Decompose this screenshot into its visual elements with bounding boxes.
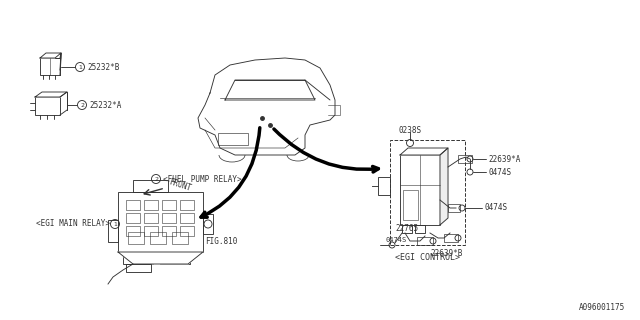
Text: FIG.810: FIG.810	[205, 237, 237, 246]
Text: 1: 1	[113, 221, 117, 227]
Bar	[415, 225, 425, 233]
Text: 2: 2	[154, 177, 158, 181]
Bar	[172, 232, 188, 244]
Text: 22765: 22765	[395, 224, 418, 233]
Text: <EGI MAIN RELAY>: <EGI MAIN RELAY>	[36, 220, 110, 228]
Bar	[118, 192, 203, 252]
Text: 1: 1	[78, 65, 82, 69]
FancyArrowPatch shape	[274, 129, 378, 172]
Bar	[162, 200, 176, 210]
FancyArrowPatch shape	[201, 128, 260, 217]
Text: 25232*B: 25232*B	[87, 62, 120, 71]
Polygon shape	[118, 252, 203, 264]
Bar	[144, 226, 158, 236]
Polygon shape	[60, 53, 61, 75]
Bar	[180, 226, 194, 236]
Text: FRONT: FRONT	[168, 177, 193, 193]
Bar	[162, 213, 176, 223]
Text: <EGI CONTROL>: <EGI CONTROL>	[394, 252, 460, 261]
Bar	[417, 237, 433, 245]
Bar	[150, 232, 166, 244]
Bar	[444, 234, 458, 242]
Text: 0474S: 0474S	[484, 204, 507, 212]
Bar	[35, 97, 60, 115]
Polygon shape	[400, 148, 448, 155]
Text: 0474S: 0474S	[488, 167, 511, 177]
Text: 0238S: 0238S	[398, 125, 421, 134]
Polygon shape	[440, 148, 448, 225]
Bar	[162, 226, 176, 236]
Text: 2: 2	[80, 102, 84, 108]
Text: <FUEL PUMP RELAY>: <FUEL PUMP RELAY>	[163, 174, 242, 183]
Text: 22639*A: 22639*A	[488, 155, 520, 164]
Bar	[126, 213, 140, 223]
Polygon shape	[40, 53, 61, 58]
Text: 0474S: 0474S	[385, 237, 406, 243]
Bar	[378, 177, 390, 195]
Bar	[133, 180, 168, 192]
Polygon shape	[35, 92, 67, 97]
Bar	[144, 200, 158, 210]
Bar	[218, 133, 248, 145]
Bar	[126, 264, 151, 272]
Bar	[448, 204, 460, 212]
Bar	[403, 190, 418, 220]
Bar	[390, 140, 465, 245]
Bar	[123, 252, 153, 264]
Bar	[203, 214, 213, 234]
Bar	[160, 252, 190, 264]
Bar	[400, 155, 440, 225]
Bar	[108, 220, 118, 242]
Bar	[40, 58, 60, 75]
Bar	[458, 155, 472, 163]
Bar	[402, 225, 412, 233]
Bar	[128, 232, 144, 244]
Text: A096001175: A096001175	[579, 303, 625, 312]
Bar	[144, 213, 158, 223]
Bar	[126, 200, 140, 210]
Bar	[126, 226, 140, 236]
Bar	[180, 213, 194, 223]
Bar	[180, 200, 194, 210]
Text: 25232*A: 25232*A	[89, 100, 122, 109]
Text: 22639*B: 22639*B	[430, 249, 462, 258]
